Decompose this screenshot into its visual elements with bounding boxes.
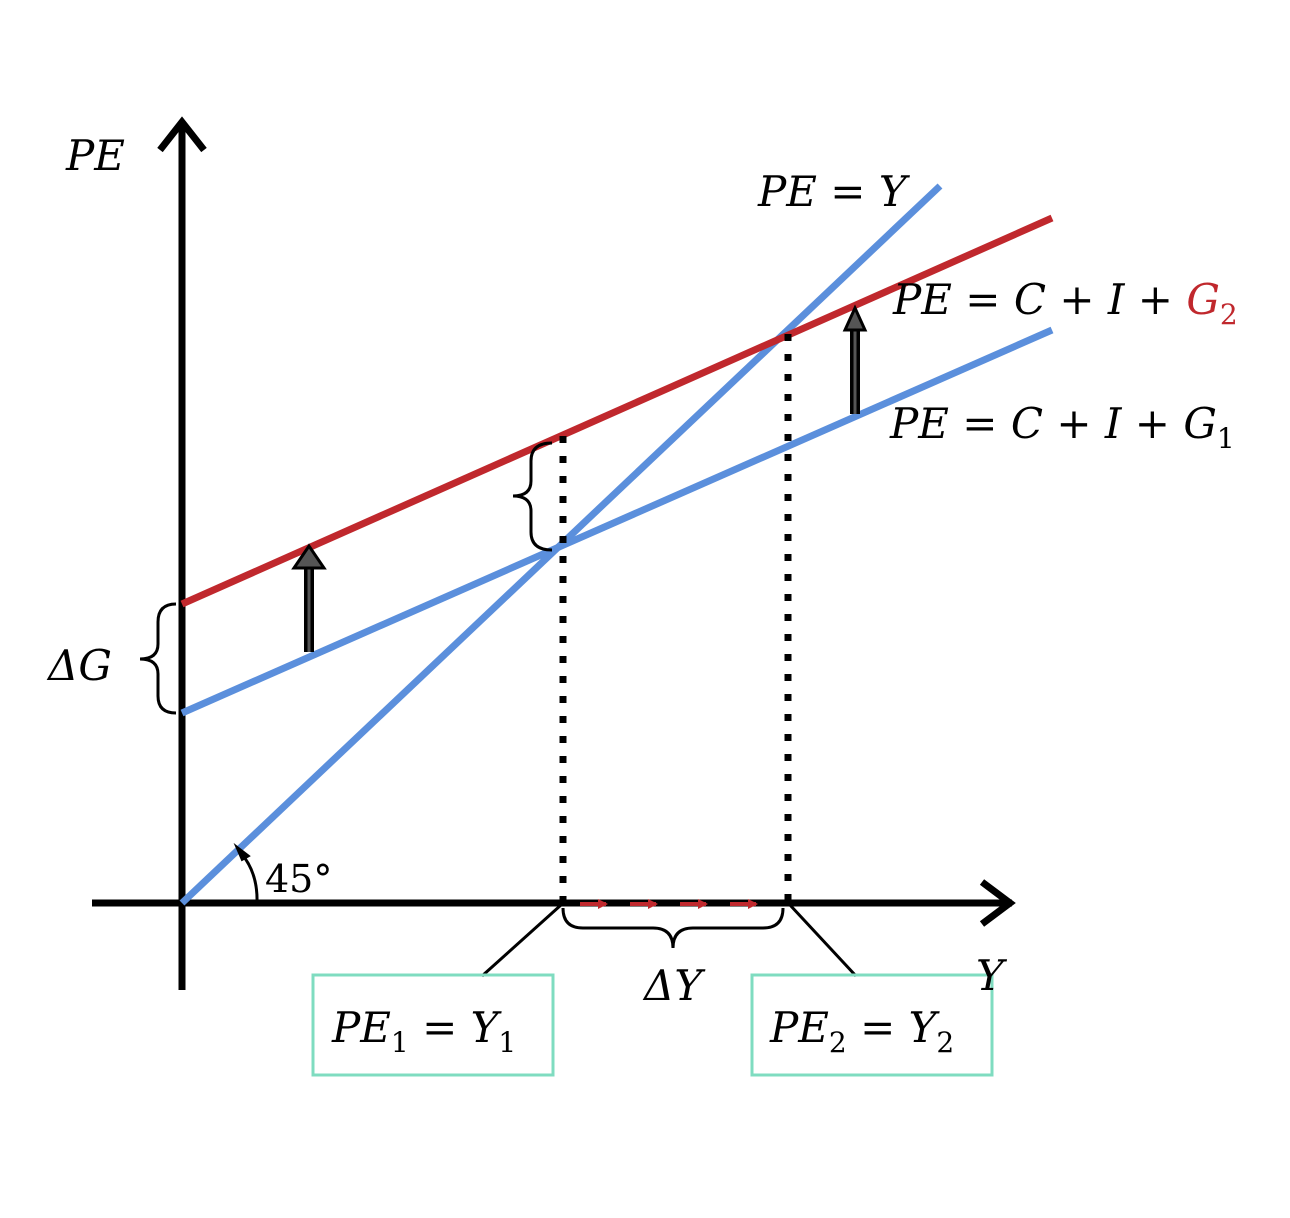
connector-y1 bbox=[480, 903, 563, 978]
delta-g-brace bbox=[139, 602, 177, 715]
x-axis-arrowhead bbox=[979, 879, 1016, 927]
y-axis-label: PE bbox=[65, 131, 125, 180]
eq1-box bbox=[311, 973, 555, 1077]
pe-equals-y-label: PE = Y bbox=[757, 167, 911, 216]
angle-arc-arrowhead bbox=[233, 842, 251, 862]
shift-arrow-left bbox=[291, 543, 327, 652]
y-axis-arrowhead bbox=[157, 116, 207, 153]
shift-arrow-right bbox=[842, 304, 868, 414]
pe-g2-line bbox=[180, 214, 1054, 608]
pe-g2-label: PE = C + I + G2 bbox=[892, 275, 1238, 331]
delta-y-label: ΔY bbox=[642, 961, 706, 1010]
x-axis-label: Y bbox=[976, 951, 1008, 1000]
eq2-box bbox=[750, 973, 994, 1077]
pe-g1-label: PE = C + I + G1 bbox=[889, 399, 1235, 455]
gap-brace bbox=[512, 441, 553, 552]
connector-y2 bbox=[788, 903, 858, 978]
delta-g-label: ΔG bbox=[46, 641, 112, 690]
eq1-label: PE1 = Y1 bbox=[331, 1003, 516, 1059]
pe-g1-line bbox=[180, 326, 1054, 717]
eq2-label: PE2 = Y2 bbox=[769, 1003, 954, 1059]
delta-y-brace bbox=[561, 907, 785, 949]
angle-label: 45° bbox=[265, 857, 332, 901]
